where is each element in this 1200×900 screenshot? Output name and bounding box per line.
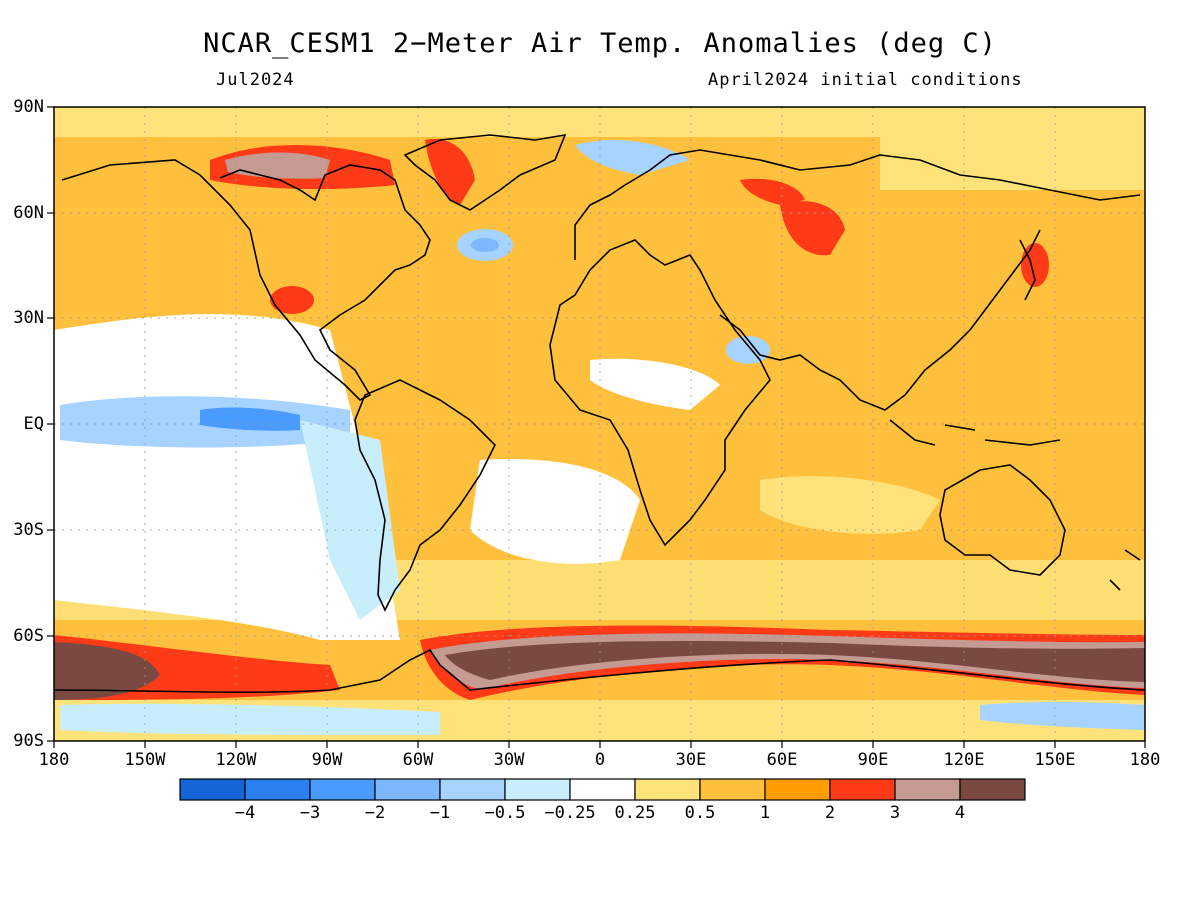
- colorbar-swatch: [829, 778, 896, 801]
- colorbar-swatch: [569, 778, 636, 801]
- initial-conditions-label: April2024 initial conditions: [708, 70, 1023, 90]
- colorbar-swatch: [374, 778, 441, 801]
- lon-label-120w: 120W: [215, 750, 257, 770]
- colorbar-tick-label: 4: [954, 803, 966, 823]
- colorbar-swatch: [894, 778, 961, 801]
- lon-label-30w: 30W: [493, 750, 525, 770]
- lat-label-30s: 30S: [13, 520, 44, 540]
- lat-label-90n: 90N: [13, 97, 44, 117]
- colorbar-tick-label: −0.5: [484, 803, 526, 823]
- lat-label-30n: 30N: [13, 308, 44, 328]
- lat-label-60n: 60N: [13, 203, 44, 223]
- colorbar-swatch: [764, 778, 831, 801]
- lon-label-30e: 30E: [675, 750, 707, 770]
- colorbar-swatch: [699, 778, 766, 801]
- lon-label-120e: 120E: [943, 750, 985, 770]
- colorbar-tick-label: 0.5: [684, 803, 716, 823]
- lon-label-60w: 60W: [402, 750, 434, 770]
- map-field: [54, 107, 1145, 741]
- lat-label-60s: 60S: [13, 626, 44, 646]
- colorbar-tick-label: 2: [824, 803, 836, 823]
- colorbar-swatch: [309, 778, 376, 801]
- colorbar-swatch: [959, 778, 1026, 801]
- lon-label-0: 0: [594, 750, 606, 770]
- forecast-month-label: Jul2024: [216, 70, 295, 90]
- colorbar-swatch: [439, 778, 506, 801]
- colorbar-tick-label: −3: [299, 803, 321, 823]
- lon-label-180e: 180: [1129, 750, 1161, 770]
- colorbar-tick-label: 3: [889, 803, 901, 823]
- colorbar-swatch: [244, 778, 311, 801]
- colorbar-tick-label: −1: [429, 803, 451, 823]
- colorbar-tick-label: −2: [364, 803, 386, 823]
- lat-label-eq: EQ: [23, 414, 44, 434]
- colorbar-tick-label: 1: [759, 803, 771, 823]
- colorbar-swatch: [504, 778, 571, 801]
- colorbar-swatch: [179, 778, 246, 801]
- colorbar-tick-label: −4: [234, 803, 256, 823]
- colorbar-swatch: [634, 778, 701, 801]
- gridlines: [54, 107, 1145, 741]
- lon-label-180w: 180: [38, 750, 70, 770]
- colorbar-tick-label: 0.25: [614, 803, 656, 823]
- colorbar-tick-label: −0.25: [544, 803, 596, 823]
- lon-label-60e: 60E: [766, 750, 798, 770]
- coastlines: [54, 133, 1145, 694]
- lon-label-150w: 150W: [124, 750, 166, 770]
- chart-title: NCAR_CESM1 2−Meter Air Temp. Anomalies (…: [203, 28, 997, 59]
- lon-label-90e: 90E: [857, 750, 889, 770]
- lon-label-150e: 150E: [1034, 750, 1076, 770]
- lon-label-90w: 90W: [311, 750, 343, 770]
- lat-label-90s: 90S: [13, 731, 44, 751]
- axis-ticks: [47, 106, 1146, 748]
